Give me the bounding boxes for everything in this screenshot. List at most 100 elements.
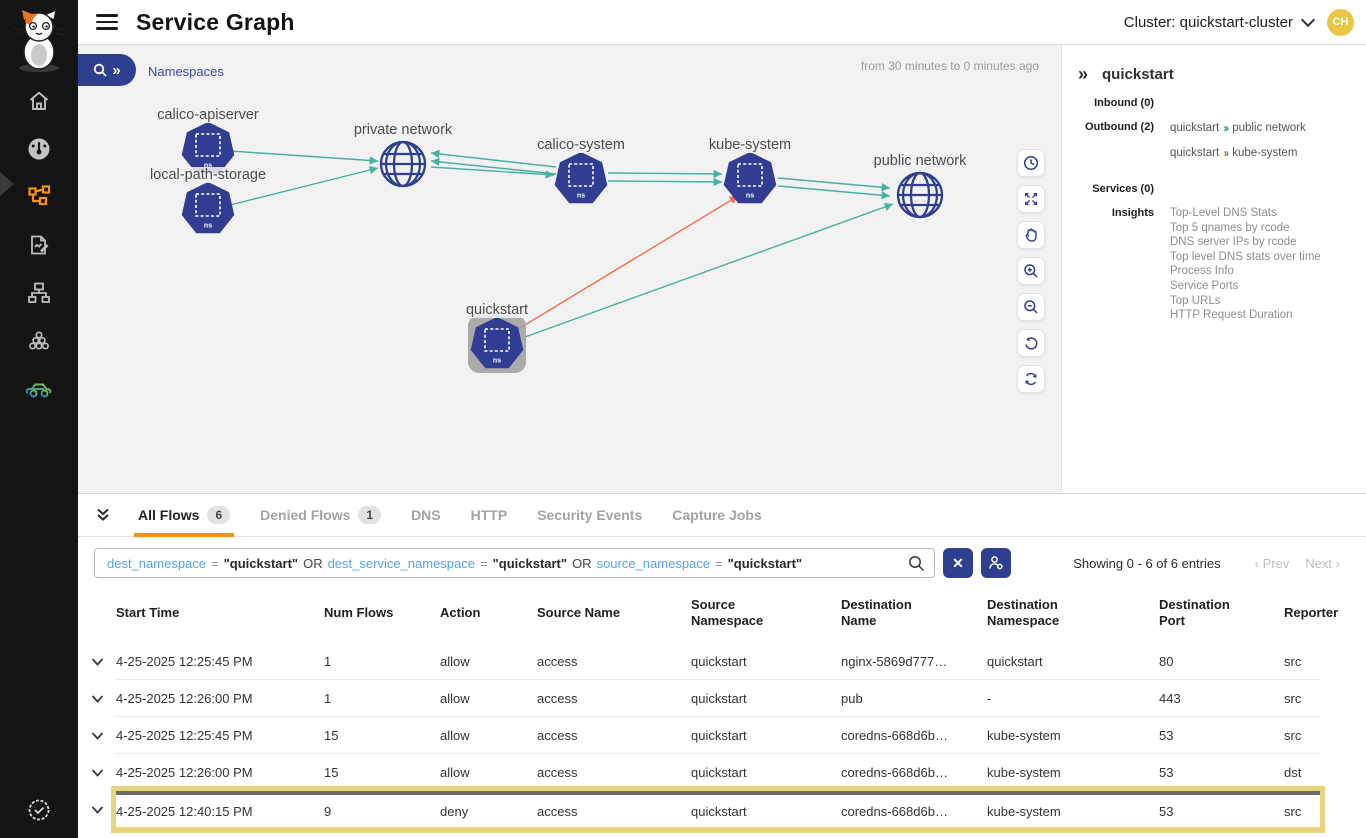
outbound-entry[interactable]: quickstart ›› public network <box>1170 121 1306 135</box>
policies-log-icon[interactable] <box>24 232 54 258</box>
refresh-icon[interactable] <box>1017 365 1045 393</box>
cell-destination-namespace: kube-system <box>987 803 1061 819</box>
tab-all-flows[interactable]: All Flows 6 <box>133 494 235 537</box>
col-reporter: Reporter <box>1284 605 1339 620</box>
tab-security-events[interactable]: Security Events <box>537 507 643 523</box>
zoom-in-icon[interactable] <box>1017 257 1045 285</box>
graph-node-public-network[interactable] <box>896 171 944 219</box>
graph-node-calico-system[interactable]: ns <box>553 151 609 205</box>
cluster-label: Cluster: quickstart-cluster <box>1123 13 1293 31</box>
cell-num-flows: 9 <box>324 803 332 819</box>
insight-link[interactable]: Top 5 qnames by rcode <box>1170 221 1290 234</box>
cell-reporter: src <box>1284 690 1302 706</box>
table-row[interactable]: 4-25-2025 12:25:45 PM 15 allow access qu… <box>78 717 1320 754</box>
cell-source-namespace: quickstart <box>691 653 747 669</box>
col-destination-port: Destination Port <box>1159 597 1230 628</box>
outbound-entry[interactable]: quickstart ›› kube-system <box>1170 146 1298 160</box>
search-icon[interactable] <box>908 555 925 572</box>
insight-link[interactable]: Top URLs <box>1170 294 1221 307</box>
collapse-panel-icon[interactable] <box>94 506 112 524</box>
flow-filter-input[interactable]: dest_namespace = "quickstart" OR dest_se… <box>94 548 935 578</box>
svg-text:ns: ns <box>577 193 585 200</box>
zoom-out-icon[interactable] <box>1017 293 1045 321</box>
graph-toolbar <box>1017 149 1045 393</box>
cluster-icon[interactable] <box>24 328 54 354</box>
user-gear-icon <box>989 556 1003 570</box>
cell-start-time: 4-25-2025 12:25:45 PM <box>116 727 253 743</box>
node-label: public network <box>870 153 970 169</box>
insights-list: Top-Level DNS Stats Top 5 qnames by rcode… <box>1170 207 1321 321</box>
table-row[interactable]: 4-25-2025 12:26:00 PM 1 allow access qui… <box>78 680 1320 717</box>
avatar[interactable]: CH <box>1327 8 1354 36</box>
outbound-label: Outbound (2) <box>1084 121 1154 133</box>
graph-node-private-network[interactable] <box>379 140 427 188</box>
menu-hamburger-icon[interactable] <box>96 14 118 30</box>
car-icon[interactable] <box>24 376 54 402</box>
table-row[interactable]: 4-25-2025 12:26:00 PM 15 allow access qu… <box>78 754 1320 791</box>
undo-icon[interactable] <box>1017 329 1045 357</box>
row-expand-icon[interactable] <box>91 657 104 667</box>
breadcrumb[interactable]: Namespaces <box>148 64 224 79</box>
tab-badge: 6 <box>207 506 231 524</box>
graph-node-kube-system[interactable]: ns <box>722 151 778 205</box>
insight-link[interactable]: Top level DNS stats over time <box>1170 250 1321 263</box>
graph-node-calico-apiserver[interactable]: ns <box>180 121 236 175</box>
cell-source-name: access <box>537 727 578 743</box>
graph-search-pill[interactable]: » <box>78 54 136 86</box>
cell-action: allow <box>440 764 470 780</box>
tab-denied-flows[interactable]: Denied Flows 1 <box>260 494 382 537</box>
verified-badge-icon[interactable] <box>25 796 53 824</box>
panel-collapse-icon[interactable]: » <box>1078 64 1089 84</box>
cluster-selector[interactable]: Cluster: quickstart-cluster <box>1123 12 1316 31</box>
table-row[interactable]: 4-25-2025 12:40:15 PM 9 deny access quic… <box>78 791 1320 828</box>
insight-link[interactable]: DNS server IPs by rcode <box>1170 236 1297 249</box>
cell-destination-namespace: - <box>987 690 992 706</box>
row-expand-icon[interactable] <box>91 731 104 741</box>
cell-source-namespace: quickstart <box>691 727 747 743</box>
tab-http[interactable]: HTTP <box>470 507 508 523</box>
clear-filter-button[interactable]: ✕ <box>943 548 973 578</box>
insight-link[interactable]: Process Info <box>1170 265 1234 278</box>
pan-hand-icon[interactable] <box>1017 221 1045 249</box>
prev-page-button[interactable]: ‹ Prev <box>1254 555 1290 571</box>
row-expand-icon[interactable] <box>91 694 104 704</box>
tab-dns[interactable]: DNS <box>411 507 441 523</box>
cell-num-flows: 1 <box>324 690 332 706</box>
insight-link[interactable]: HTTP Request Duration <box>1170 309 1293 322</box>
dashboard-gauge-icon[interactable] <box>24 136 54 162</box>
col-source-namespace: Source Namespace <box>691 597 764 628</box>
svg-text:ns: ns <box>204 163 212 170</box>
row-expand-icon[interactable] <box>91 768 104 778</box>
next-page-button[interactable]: Next › <box>1305 555 1340 571</box>
graph-node-quickstart-selected[interactable]: ns <box>468 315 526 373</box>
network-topology-icon[interactable] <box>24 280 54 306</box>
row-expand-icon[interactable] <box>91 805 104 815</box>
service-graph-icon[interactable] <box>24 184 54 210</box>
graph-node-local-path-storage[interactable]: ns <box>180 181 236 235</box>
cell-destination-name: coredns-668d6b… <box>841 803 948 819</box>
cell-source-name: access <box>537 803 578 819</box>
calico-cat-logo[interactable] <box>10 8 68 74</box>
tab-capture-jobs[interactable]: Capture Jobs <box>672 507 762 523</box>
insight-link[interactable]: Service Ports <box>1170 279 1239 292</box>
col-num-flows: Num Flows <box>324 605 394 620</box>
flows-table: Start Time Num Flows Action Source Name … <box>78 587 1366 828</box>
insight-link[interactable]: Top-Level DNS Stats <box>1170 207 1277 219</box>
home-icon[interactable] <box>24 88 54 114</box>
svg-text:ns: ns <box>493 358 501 365</box>
time-icon[interactable] <box>1017 149 1045 177</box>
cell-destination-namespace: quickstart <box>987 653 1043 669</box>
cell-num-flows: 15 <box>324 764 339 780</box>
chevron-down-icon <box>1300 12 1316 28</box>
cell-source-name: access <box>537 690 578 706</box>
node-label: calico-apiserver <box>154 107 262 123</box>
table-body: 4-25-2025 12:25:45 PM 1 allow access qui… <box>78 643 1320 828</box>
fit-screen-icon[interactable] <box>1017 185 1045 213</box>
cell-action: deny <box>440 803 469 819</box>
user-settings-button[interactable] <box>981 548 1011 578</box>
cell-destination-port: 53 <box>1159 727 1174 743</box>
col-action: Action <box>440 605 481 620</box>
table-row[interactable]: 4-25-2025 12:25:45 PM 1 allow access qui… <box>78 643 1320 680</box>
cell-destination-name: coredns-668d6b… <box>841 764 948 780</box>
cell-source-namespace: quickstart <box>691 764 747 780</box>
